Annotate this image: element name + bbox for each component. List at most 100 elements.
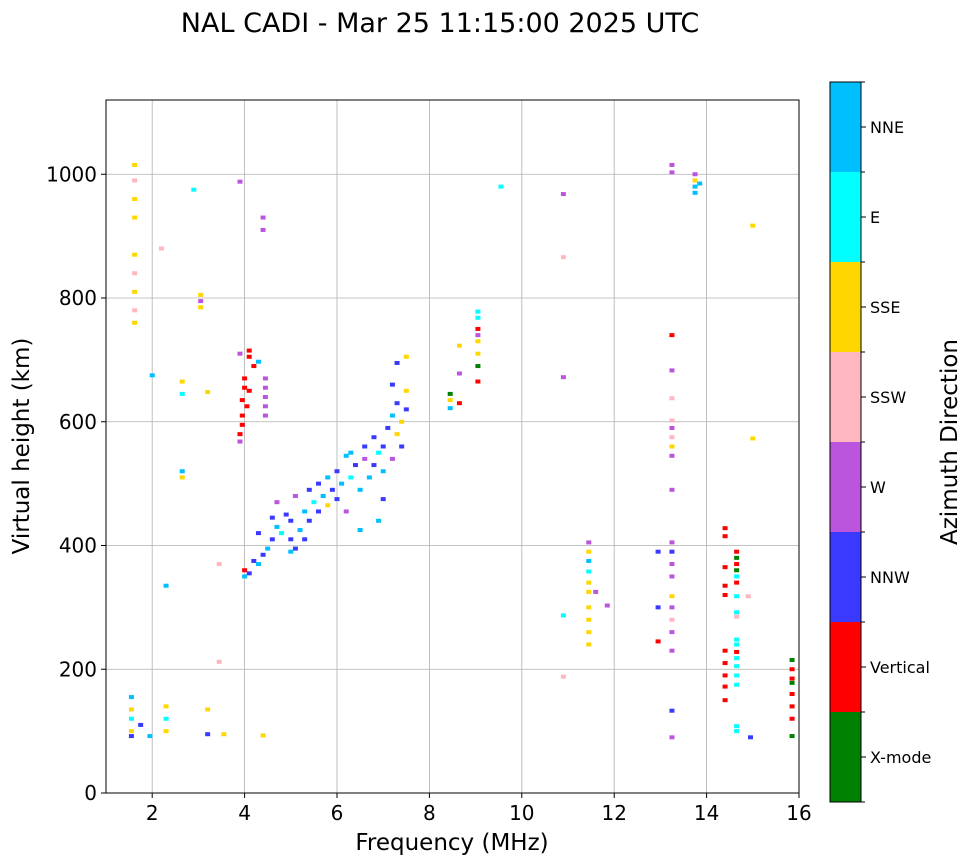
echo-point: [475, 351, 481, 356]
echo-point: [475, 364, 481, 369]
echo-point: [380, 497, 386, 502]
chart-title: NAL CADI - Mar 25 11:15:00 2025 UTC: [181, 8, 699, 39]
echo-point: [362, 456, 368, 461]
y-axis-ticks: 0 200 400 600 800 1000: [46, 162, 106, 805]
echo-point: [593, 589, 599, 594]
echo-point: [734, 549, 740, 554]
echo-point: [244, 404, 250, 409]
colorbar-segment: [830, 712, 861, 802]
echo-point: [260, 215, 266, 220]
colorbar-tick-label: NNW: [870, 568, 910, 587]
echo-point: [132, 308, 138, 313]
echo-point: [734, 729, 740, 734]
echo-point: [216, 562, 222, 567]
echo-point: [128, 734, 134, 739]
colorbar-tick-label: Vertical: [870, 658, 930, 677]
echo-point: [311, 500, 317, 505]
echo-point: [246, 354, 252, 359]
echo-point: [269, 515, 275, 520]
y-tick-label: 200: [59, 657, 97, 681]
echo-point: [722, 593, 728, 597]
echo-point: [586, 558, 592, 563]
echo-point: [329, 487, 335, 492]
echo-point: [604, 603, 610, 608]
echo-point: [403, 354, 409, 359]
echo-point: [669, 594, 675, 599]
echo-point: [389, 382, 395, 387]
echo-point: [669, 487, 675, 492]
echo-point: [246, 388, 252, 393]
echo-point: [302, 537, 308, 542]
echo-point: [348, 475, 354, 480]
echo-point: [376, 450, 382, 455]
echo-point: [734, 562, 740, 567]
echo-point: [179, 469, 185, 474]
echo-point: [697, 181, 703, 186]
echo-point: [302, 509, 308, 514]
echo-point: [132, 320, 138, 325]
echo-point: [260, 733, 266, 738]
echo-point: [475, 339, 481, 344]
echo-point: [242, 574, 248, 579]
echo-point: [366, 475, 372, 480]
x-tick-label: 14: [694, 801, 719, 825]
colorbar-tick-label: W: [870, 478, 886, 497]
echo-point: [380, 469, 386, 474]
echo-point: [251, 558, 257, 563]
echo-point: [669, 562, 675, 567]
echo-point: [132, 252, 138, 257]
colorbar-tick-label: X-mode: [870, 748, 931, 767]
echo-point: [132, 271, 138, 276]
echo-point: [669, 435, 675, 440]
x-axis-ticks: 2 4 6 8 10 12 14 16: [146, 793, 812, 825]
echo-point: [669, 617, 675, 622]
echo-point: [198, 292, 204, 297]
echo-point: [163, 716, 169, 721]
echo-point: [669, 708, 675, 713]
echo-point: [262, 404, 268, 409]
echo-point: [734, 664, 740, 669]
echo-point: [669, 630, 675, 635]
echo-point: [734, 637, 740, 642]
echo-point: [288, 549, 294, 554]
colorbar-segment: [830, 82, 861, 172]
echo-point: [475, 379, 481, 384]
echo-point: [722, 698, 728, 703]
echo-point: [734, 568, 740, 573]
echo-point: [789, 716, 795, 721]
echo-point: [789, 657, 795, 662]
echo-point: [789, 692, 795, 696]
echo-point: [288, 537, 294, 542]
echo-point: [205, 732, 211, 737]
echo-point: [586, 569, 592, 574]
echo-point: [205, 390, 211, 395]
echo-point: [722, 648, 728, 653]
echo-point: [789, 667, 795, 672]
echo-point: [297, 528, 303, 533]
echo-point: [394, 360, 400, 365]
echo-point: [191, 187, 197, 192]
colorbar-tick-label: NNE: [870, 118, 904, 137]
echo-point: [179, 391, 185, 396]
echo-point: [362, 444, 368, 449]
echo-point: [163, 704, 169, 709]
echo-point: [403, 407, 409, 412]
echo-point: [789, 676, 795, 681]
echo-point: [669, 396, 675, 401]
echo-point: [380, 444, 386, 449]
echo-point: [260, 552, 266, 557]
echo-point: [265, 546, 271, 551]
echo-point: [205, 707, 211, 712]
echo-point: [262, 385, 268, 390]
echo-point: [734, 682, 740, 687]
echo-point: [128, 729, 134, 734]
echo-point: [750, 223, 756, 228]
echo-point: [128, 695, 134, 700]
echo-point: [292, 494, 298, 498]
echo-point: [343, 453, 349, 458]
echo-point: [560, 192, 566, 197]
echo-point: [745, 594, 751, 599]
echo-point: [734, 574, 740, 579]
echo-point: [262, 413, 268, 418]
